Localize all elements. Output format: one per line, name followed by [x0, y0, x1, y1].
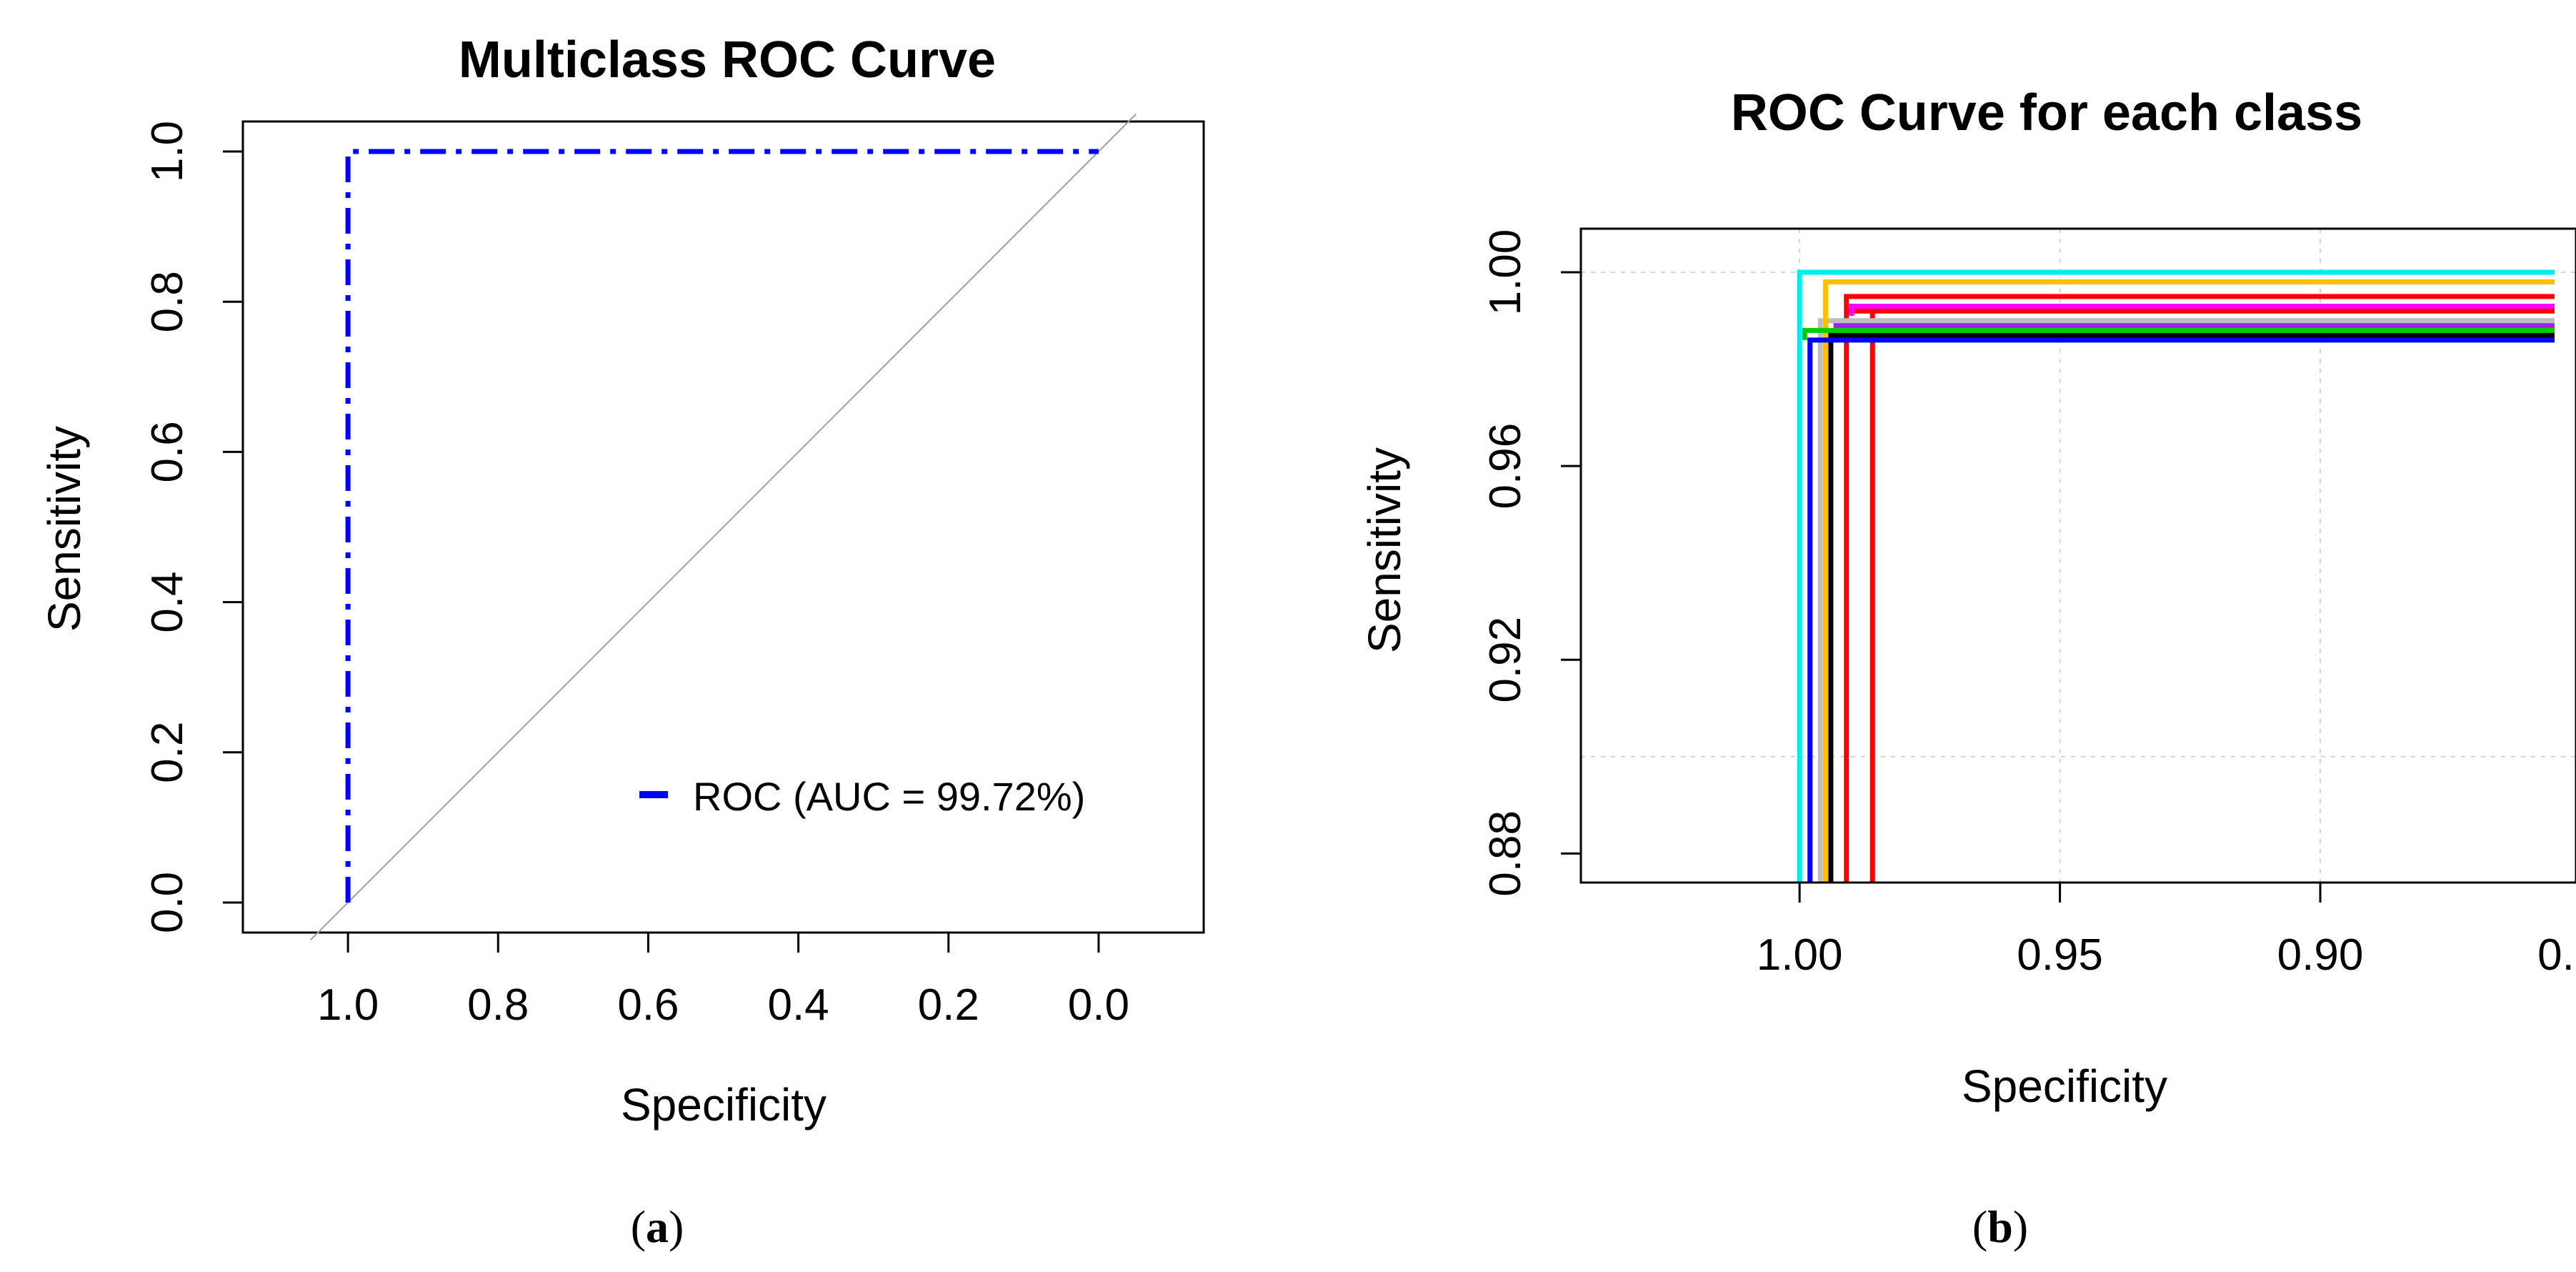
chart-b-xtick-label: 1.00 — [1757, 930, 1843, 980]
chart-b-ytick-label: 0.96 — [1481, 423, 1530, 510]
chart-b-xtick-label: 0.85 — [2537, 930, 2576, 980]
chart-b-xtick-label: 0.95 — [2017, 930, 2103, 980]
chart-b-series-7 — [1802, 327, 2555, 340]
chart-b-plot-clip — [1797, 269, 2555, 883]
chart-a-ytick-label: 0.4 — [143, 571, 192, 632]
chart-a-series-layer — [345, 149, 1099, 903]
chart-a-xtick-label: 0.0 — [1068, 980, 1129, 1030]
chart-a-ytick-label: 0.0 — [143, 872, 192, 933]
panel-b-caption: (b) — [1972, 1201, 2028, 1252]
chart-b-series-9 — [1797, 269, 2555, 883]
chart-a-xtick-label: 0.6 — [617, 980, 679, 1030]
chart-a-title: Multiclass ROC Curve — [459, 31, 996, 89]
chart-b-series-4 — [1817, 318, 2555, 883]
chart-b-ylabel: Sensitivity — [1359, 447, 1410, 653]
chart-b-series-8 — [1807, 337, 2555, 883]
chart-a-series-0 — [345, 149, 1099, 903]
chart-b-y-axis: 0.88 0.92 0.96 1.00 — [1481, 229, 1582, 897]
chart-b-ytick-label: 0.92 — [1481, 617, 1530, 703]
chart-a-xlabel: Specificity — [621, 1079, 827, 1131]
chart-a-x-axis: 1.0 0.8 0.6 0.4 0.2 0.0 — [317, 931, 1129, 1030]
chart-a-xtick-label: 0.2 — [918, 980, 979, 1030]
panel-a: Multiclass ROC Curve 1.0 0.8 0.6 0.4 0.2 0.0 … — [39, 31, 1205, 1252]
chart-b-ytick-label: 1.00 — [1481, 229, 1530, 316]
chart-a-legend-label: ROC (AUC = 99.72%) — [693, 774, 1085, 819]
chart-a-ytick-label: 0.6 — [143, 421, 192, 482]
chart-a-ytick-label: 0.8 — [143, 271, 192, 332]
chart-a-ytick-label: 0.2 — [143, 722, 192, 783]
chart-b-x-axis: 1.00 0.95 0.90 0.85 — [1757, 881, 2576, 980]
panel-a-caption: (a) — [631, 1201, 684, 1252]
chart-b-ytick-label: 0.88 — [1481, 810, 1530, 897]
chart-b-series-1 — [1846, 308, 2555, 883]
chart-b-title: ROC Curve for each class — [1731, 84, 2362, 141]
chart-b-xlabel: Specificity — [1962, 1060, 2167, 1112]
panel-b-label: b — [1987, 1201, 2013, 1252]
chart-b-series-0 — [1844, 294, 2555, 883]
chart-b-series-2 — [1849, 303, 2555, 316]
chart-a-legend: ROC (AUC = 99.72%) — [639, 774, 1085, 819]
chart-a-ylabel: Sensitivity — [39, 426, 90, 632]
chart-a-xtick-label: 0.4 — [767, 980, 829, 1030]
chart-b-xtick-label: 0.90 — [2277, 930, 2364, 980]
chart-a-xtick-label: 1.0 — [317, 980, 379, 1030]
panel-a-label: a — [646, 1201, 669, 1252]
chart-a-ytick-label: 1.0 — [143, 121, 192, 182]
chart-a-xtick-label: 0.8 — [467, 980, 529, 1030]
chart-b-series-layer — [1797, 269, 2555, 883]
panel-b: ROC Curve for each class 1.00 0.95 0.90 0.8… — [1359, 84, 2576, 1252]
chart-a-diagonal — [309, 113, 1137, 941]
chart-a-reference-layer — [309, 113, 1137, 941]
chart-a-y-axis: 0.0 0.2 0.4 0.6 0.8 1.0 — [143, 121, 244, 933]
chart-b-series-5 — [1823, 279, 2555, 883]
chart-b-series-6 — [1828, 332, 2555, 883]
